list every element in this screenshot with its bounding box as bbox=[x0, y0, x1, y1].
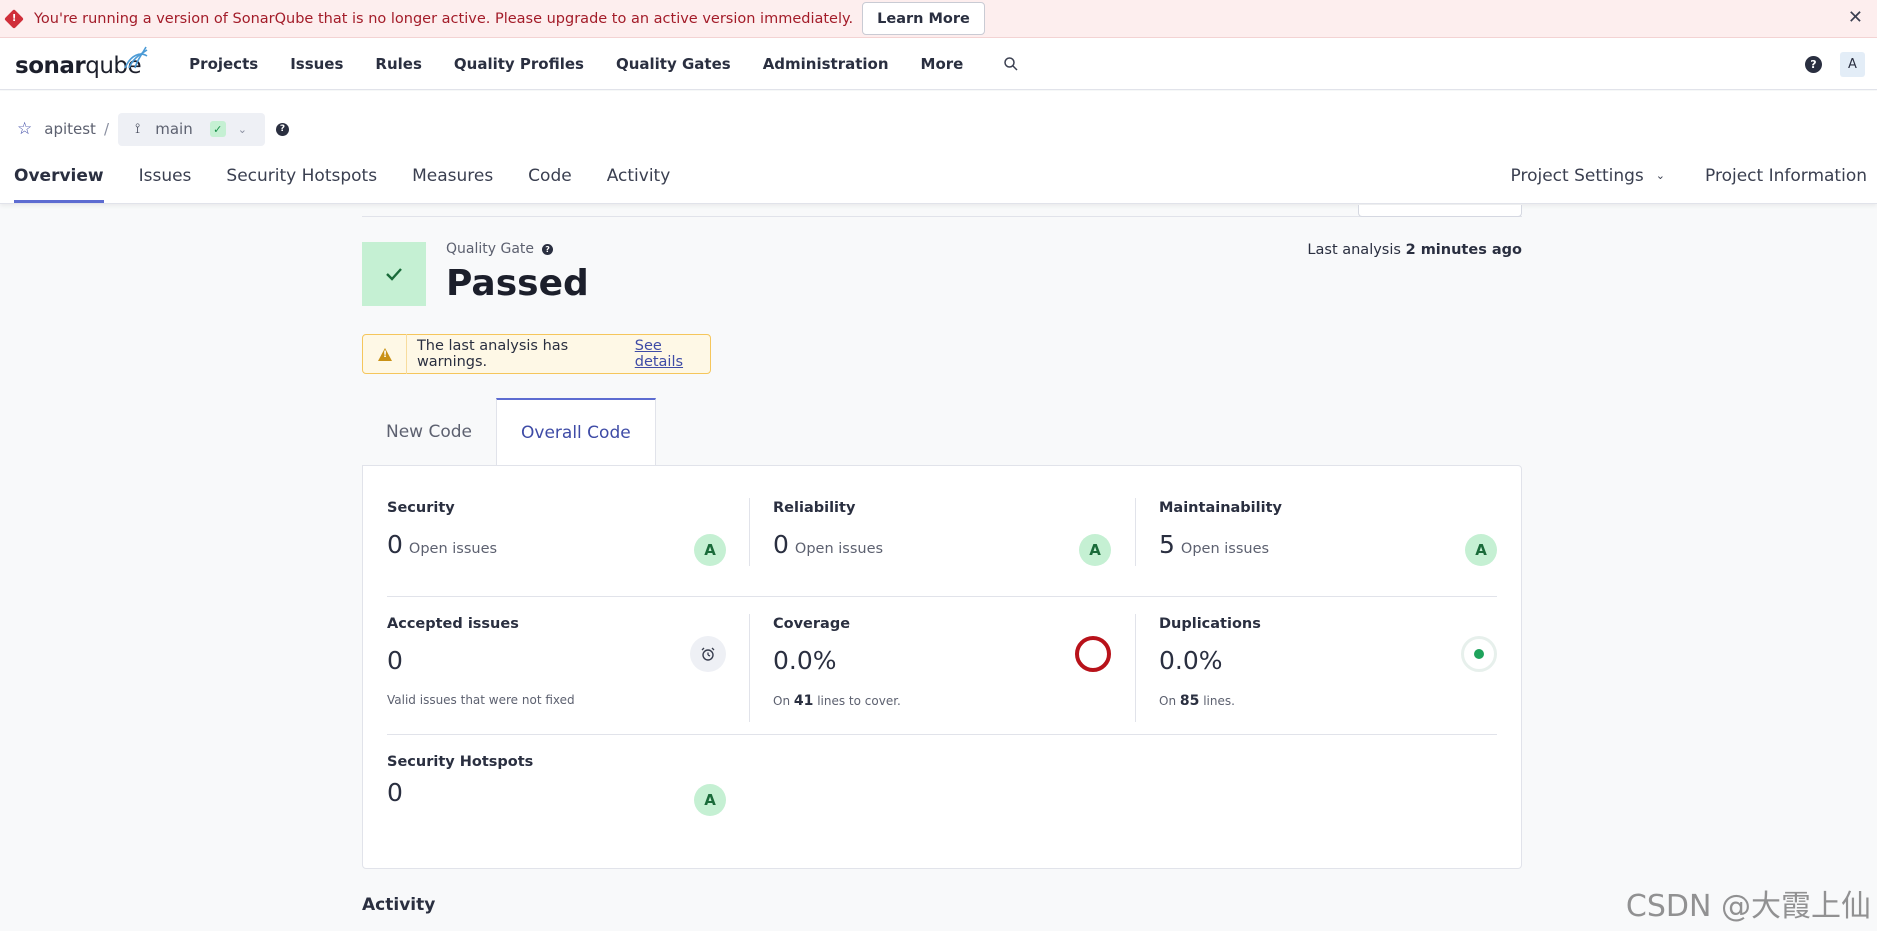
nav-issues[interactable]: Issues bbox=[290, 54, 344, 73]
upgrade-banner: ! You're running a version of SonarQube … bbox=[0, 0, 1877, 38]
metrics-panel: Security 0 Open issues A Reliability 0 Ope… bbox=[362, 465, 1522, 869]
error-icon: ! bbox=[4, 8, 24, 29]
tab-code[interactable]: Code bbox=[528, 166, 572, 186]
security-rating-badge[interactable]: A bbox=[694, 534, 726, 566]
duplications-ring-indicator bbox=[1461, 636, 1497, 672]
help-icon[interactable]: ? bbox=[1805, 56, 1822, 73]
main-nav-links: Projects Issues Rules Quality Profiles Q… bbox=[189, 55, 995, 73]
tab-issues[interactable]: Issues bbox=[138, 166, 192, 186]
project-tabs: Overview Issues Security Hotspots Measur… bbox=[14, 155, 705, 203]
accepted-issues-metric[interactable]: Accepted issues 0 Valid issues that were… bbox=[387, 616, 575, 707]
quality-gate-status-badge bbox=[362, 242, 426, 306]
top-navigation: sonarqube Projects Issues Rules Quality … bbox=[0, 38, 1877, 90]
chevron-down-icon: ⌄ bbox=[237, 122, 247, 136]
learn-more-button[interactable]: Learn More bbox=[862, 2, 985, 35]
nav-quality-profiles[interactable]: Quality Profiles bbox=[453, 54, 584, 73]
nav-quality-gates[interactable]: Quality Gates bbox=[615, 54, 731, 73]
search-icon[interactable] bbox=[1003, 56, 1019, 72]
security-hotspots-metric[interactable]: Security Hotspots 0 bbox=[387, 754, 534, 807]
quality-gate-status: Passed bbox=[446, 263, 589, 304]
logo-waves-icon bbox=[124, 46, 148, 68]
branch-name: main bbox=[155, 120, 193, 138]
banner-message: You're running a version of SonarQube th… bbox=[34, 10, 854, 27]
partially-hidden-button[interactable] bbox=[1358, 205, 1522, 217]
see-details-link[interactable]: See details bbox=[634, 338, 684, 370]
maintainability-metric[interactable]: Maintainability 5 Open issues bbox=[1159, 500, 1282, 559]
security-metric[interactable]: Security 0 Open issues bbox=[387, 500, 498, 559]
tab-overview[interactable]: Overview bbox=[14, 155, 104, 203]
branch-selector[interactable]: ⟟ main ✓ ⌄ bbox=[118, 112, 265, 146]
check-icon bbox=[386, 268, 402, 281]
breadcrumb: ☆ apitest / ⟟ main ✓ ⌄ ? bbox=[17, 112, 289, 146]
tab-new-code[interactable]: New Code bbox=[386, 421, 473, 442]
quality-gate-help-icon[interactable]: ? bbox=[542, 243, 554, 255]
coverage-ring-indicator bbox=[1075, 636, 1111, 672]
branch-help-icon[interactable]: ? bbox=[276, 122, 289, 136]
security-hotspots-rating-badge[interactable]: A bbox=[694, 784, 726, 816]
branch-passed-check-icon: ✓ bbox=[209, 121, 226, 137]
sonarqube-logo[interactable]: sonarqube bbox=[15, 44, 148, 84]
maintainability-rating-badge[interactable]: A bbox=[1465, 534, 1497, 566]
tab-overall-code[interactable]: Overall Code bbox=[496, 398, 656, 465]
watermark: CSDN @大霞上仙 bbox=[1625, 889, 1871, 924]
nav-projects[interactable]: Projects bbox=[189, 54, 259, 73]
quality-gate-label: Quality Gate ? bbox=[446, 241, 554, 257]
nav-administration[interactable]: Administration bbox=[762, 54, 889, 73]
nav-rules[interactable]: Rules bbox=[375, 54, 422, 73]
coverage-metric[interactable]: Coverage 0.0% On 41 lines to cover. bbox=[773, 616, 901, 709]
last-analysis: Last analysis 2 minutes ago bbox=[1307, 242, 1522, 258]
nav-more[interactable]: More bbox=[920, 54, 964, 73]
tab-security-hotspots[interactable]: Security Hotspots bbox=[226, 166, 378, 186]
code-period-tabs: New Code Overall Code bbox=[362, 398, 656, 465]
duplications-metric[interactable]: Duplications 0.0% On 85 lines. bbox=[1159, 616, 1261, 709]
close-icon[interactable]: ✕ bbox=[1847, 7, 1863, 28]
breadcrumb-separator: / bbox=[103, 120, 109, 138]
chevron-down-icon[interactable]: ⌄ bbox=[1655, 169, 1666, 182]
favorite-star-icon[interactable]: ☆ bbox=[17, 119, 33, 139]
tab-activity[interactable]: Activity bbox=[606, 166, 671, 186]
project-name-link[interactable]: apitest bbox=[44, 120, 96, 138]
divider bbox=[362, 216, 1522, 217]
analysis-warning: ! The last analysis has warnings. See de… bbox=[362, 334, 711, 374]
warning-text: The last analysis has warnings. bbox=[416, 338, 569, 370]
project-header: ☆ apitest / ⟟ main ✓ ⌄ ? Overview Issues… bbox=[0, 91, 1877, 204]
reliability-metric[interactable]: Reliability 0 Open issues bbox=[773, 500, 884, 559]
tab-measures[interactable]: Measures bbox=[412, 166, 494, 186]
branch-icon: ⟟ bbox=[135, 121, 141, 137]
reliability-rating-badge[interactable]: A bbox=[1079, 534, 1111, 566]
warning-icon: ! bbox=[378, 347, 392, 361]
project-right-tabs: Project Settings ⌄ Project Information bbox=[1511, 155, 1868, 203]
activity-heading: Activity bbox=[362, 895, 436, 915]
user-avatar[interactable]: A bbox=[1840, 52, 1865, 77]
project-settings-menu[interactable]: Project Settings bbox=[1510, 166, 1644, 186]
project-information-link[interactable]: Project Information bbox=[1705, 166, 1867, 186]
alarm-clock-icon bbox=[690, 636, 726, 672]
